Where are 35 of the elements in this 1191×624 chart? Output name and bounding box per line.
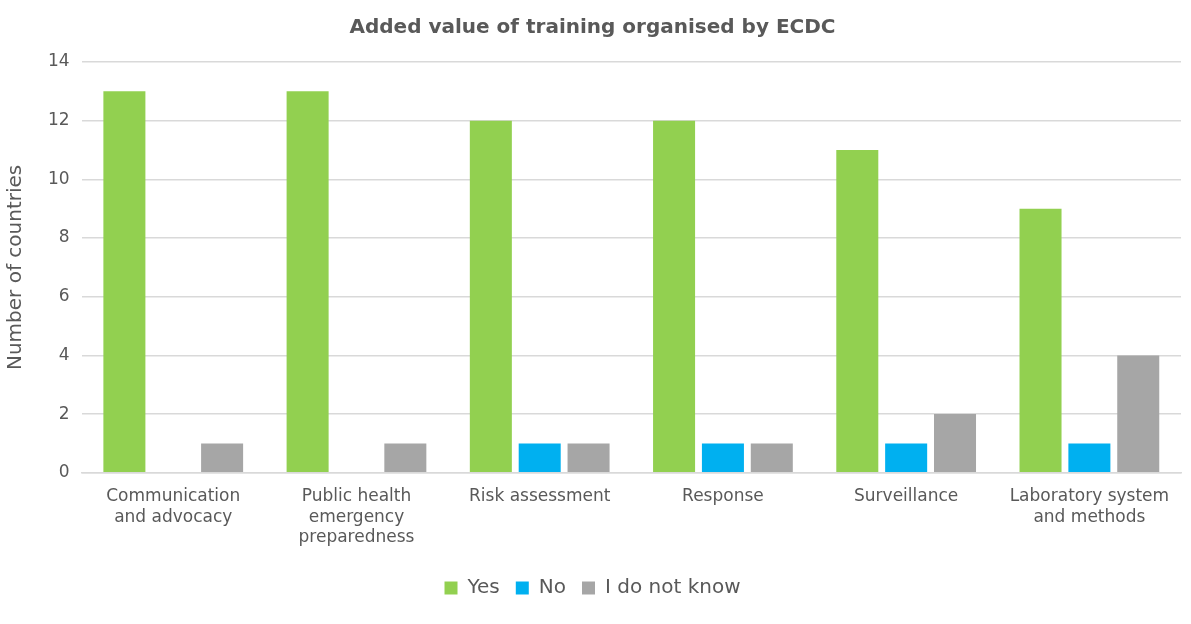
- y-tick-label: 12: [47, 109, 70, 130]
- bar: [384, 443, 427, 473]
- bar: [934, 414, 977, 473]
- y-tick-label: 10: [47, 167, 70, 188]
- bar: [1068, 443, 1111, 473]
- legend-label: I do not know: [604, 574, 741, 599]
- bar: [750, 443, 793, 473]
- bar: [567, 443, 610, 473]
- y-tick-label: 2: [58, 402, 70, 423]
- legend-label: Yes: [466, 574, 500, 599]
- bar: [201, 443, 244, 473]
- y-axis-title: Number of countries: [2, 164, 27, 371]
- bar: [1019, 208, 1062, 473]
- legend-label: No: [538, 574, 566, 599]
- x-tick-label: Risk assessment: [469, 485, 611, 506]
- bar: [469, 120, 512, 473]
- x-tick-label: Communication and advocacy: [106, 485, 241, 526]
- bar: [518, 443, 561, 473]
- bar: [836, 150, 879, 473]
- x-tick-label: Surveillance: [854, 485, 959, 506]
- chart-title: Added value of training organised by ECDC: [349, 14, 836, 39]
- x-tick-label: Public health emergency preparedness: [298, 485, 415, 547]
- bar: [701, 443, 744, 473]
- bar: [1117, 355, 1160, 473]
- y-tick-label: 4: [58, 343, 70, 364]
- y-tick-label: 8: [58, 226, 70, 247]
- y-tick-label: 14: [47, 50, 70, 71]
- bar: [103, 91, 146, 473]
- y-tick-label: 6: [58, 285, 70, 306]
- bar: [653, 120, 696, 473]
- y-tick-label: 0: [58, 461, 70, 482]
- bar: [885, 443, 928, 473]
- x-tick-label: Laboratory system and methods: [1009, 485, 1170, 526]
- x-tick-label: Response: [682, 485, 764, 506]
- bar: [286, 91, 329, 473]
